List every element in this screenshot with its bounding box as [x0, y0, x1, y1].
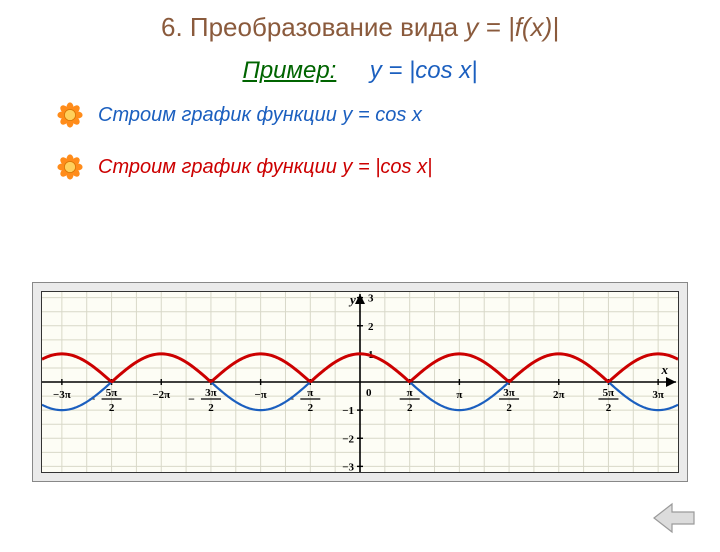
svg-text:0: 0 [366, 387, 372, 399]
nav-back-arrow[interactable] [652, 500, 696, 536]
svg-text:2: 2 [368, 321, 374, 333]
svg-text:−1: −1 [342, 405, 354, 417]
example-label: Пример: [242, 57, 336, 84]
svg-text:3π: 3π [205, 387, 217, 399]
chart-container: −3−2−1123−3π−5π2−2π−3π2−π−π20π2π3π22π5π2… [32, 282, 688, 482]
example-formula: y = |cos x| [370, 57, 478, 84]
svg-text:−2π: −2π [152, 389, 170, 401]
svg-text:x: x [661, 362, 669, 377]
svg-text:π: π [307, 387, 313, 399]
svg-text:y: y [348, 292, 356, 307]
svg-text:3π: 3π [503, 387, 515, 399]
title-formula: y = |f(x)| [465, 12, 559, 42]
example-line: Пример: y = |cos x| [0, 57, 720, 85]
svg-text:−: − [188, 392, 195, 406]
svg-text:−π: −π [254, 389, 266, 401]
svg-text:5π: 5π [603, 387, 615, 399]
svg-text:π: π [407, 387, 413, 399]
page-title: 6. Преобразование вида y = |f(x)| [0, 12, 720, 43]
bullet-row-2: Строим график функции y = |cos x| [56, 153, 720, 181]
bullet-row-1: Строим график функции y = cos x [56, 101, 720, 129]
title-prefix: 6. Преобразование вида [161, 12, 465, 42]
chart-plot-area: −3−2−1123−3π−5π2−2π−3π2−π−π20π2π3π22π5π2… [41, 291, 679, 473]
svg-text:2π: 2π [553, 389, 565, 401]
svg-text:−2: −2 [342, 433, 354, 445]
chart-svg: −3−2−1123−3π−5π2−2π−3π2−π−π20π2π3π22π5π2… [42, 292, 678, 472]
svg-text:−3π: −3π [53, 389, 71, 401]
svg-text:5π: 5π [106, 387, 118, 399]
svg-text:π: π [456, 389, 462, 401]
flower-icon [56, 101, 84, 129]
svg-text:2: 2 [109, 402, 115, 414]
svg-text:3π: 3π [652, 389, 664, 401]
flower-icon [56, 153, 84, 181]
svg-text:2: 2 [407, 402, 413, 414]
bullet-text-1: Строим график функции y = cos x [98, 104, 422, 127]
svg-text:−3: −3 [342, 461, 354, 472]
svg-text:2: 2 [208, 402, 214, 414]
svg-text:2: 2 [308, 402, 314, 414]
svg-text:3: 3 [368, 293, 374, 305]
bullet-text-2: Строим график функции y = |cos x| [98, 156, 432, 179]
svg-text:2: 2 [606, 402, 612, 414]
svg-text:2: 2 [506, 402, 512, 414]
